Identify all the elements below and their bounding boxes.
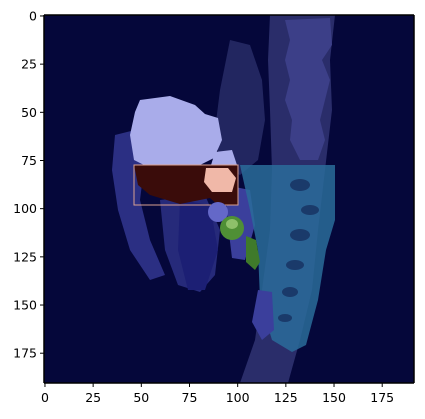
bladder-outline: [133, 164, 239, 206]
y-tick-label: 150: [13, 298, 37, 313]
y-tick-label: 100: [13, 201, 37, 216]
bowel-loop: [130, 96, 222, 168]
y-tick-label: 0: [29, 8, 37, 23]
plot-frame: [43, 14, 415, 384]
y-tick-label: 50: [21, 105, 37, 120]
y-tick-label: 175: [13, 346, 37, 361]
y-tick-label: 25: [21, 57, 37, 72]
y-tick-label: 125: [13, 249, 37, 264]
x-tick-label: 175: [370, 390, 394, 405]
ureter-left: [208, 202, 228, 222]
vertebra-stack: [285, 18, 332, 160]
y-tick-label: 75: [21, 153, 37, 168]
abdominal-wall: [215, 40, 265, 175]
x-tick-label: 125: [274, 390, 298, 405]
segmentation-image: [44, 15, 414, 383]
lower-tail: [252, 290, 274, 340]
x-tick-label: 50: [133, 390, 149, 405]
x-tick-label: 0: [41, 390, 49, 405]
y-axis: 0 25 50 75 100 125 150 175: [13, 8, 44, 361]
x-tick-label: 100: [226, 390, 250, 405]
bladder-highlight: [204, 168, 236, 192]
x-tick-label: 150: [322, 390, 346, 405]
muscle-lower: [178, 200, 218, 290]
x-tick-label: 75: [182, 390, 198, 405]
green-vessel: [246, 236, 260, 270]
green-structure-highlight: [226, 219, 238, 229]
x-tick-label: 25: [85, 390, 101, 405]
vertebra-holes: [278, 179, 319, 322]
x-axis: 0 25 50 75 100 125 150 175: [41, 383, 394, 405]
